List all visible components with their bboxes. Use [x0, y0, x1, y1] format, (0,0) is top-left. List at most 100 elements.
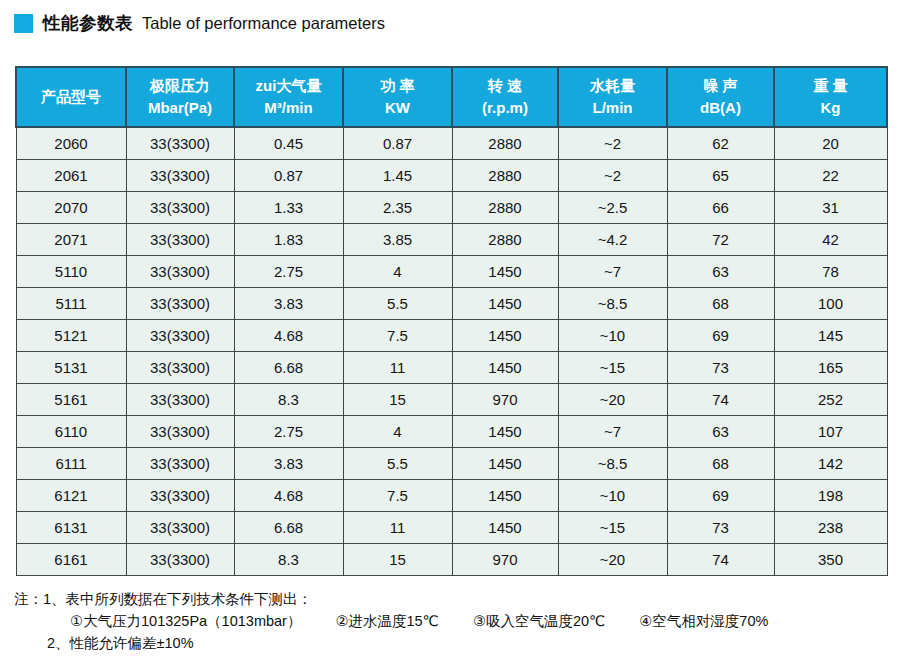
cell-model: 6110	[16, 416, 126, 448]
cell-speed: 1450	[452, 416, 558, 448]
page-title-zh: 性能参数表	[43, 11, 133, 35]
cell-noise: 62	[667, 127, 774, 160]
cell-ultimate-pressure: 33(3300)	[126, 448, 234, 480]
cell-model: 5131	[16, 352, 126, 384]
table-row: 612133(3300)4.687.51450~1069198	[16, 480, 887, 512]
cell-max-air-flow: 2.75	[234, 416, 343, 448]
col-header-water-consumption: 水耗量 L/min	[558, 67, 667, 127]
cell-water-consumption: ~10	[558, 480, 667, 512]
table-row: 206133(3300)0.871.452880~26522	[16, 160, 887, 192]
note-condition-air-temp: ③吸入空气温度20℃	[473, 613, 605, 629]
cell-noise: 63	[667, 256, 774, 288]
cell-weight: 145	[774, 320, 887, 352]
header-label-zh: 极限压力	[127, 75, 233, 97]
col-header-speed: 转 速 (r.p.m)	[452, 67, 558, 127]
header-label-unit: Mbar(Pa)	[127, 97, 233, 119]
cell-max-air-flow: 2.75	[234, 256, 343, 288]
header-label-unit: M³/min	[235, 97, 342, 119]
cell-max-air-flow: 4.68	[234, 480, 343, 512]
cell-weight: 252	[774, 384, 887, 416]
cell-weight: 42	[774, 224, 887, 256]
table-body: 206033(3300)0.450.872880~26220206133(330…	[16, 127, 887, 576]
header-row: 产品型号 极限压力 Mbar(Pa) zui大气量 M³/min 功 率 KW …	[16, 67, 887, 127]
cell-noise: 69	[667, 480, 774, 512]
col-header-product-model: 产品型号	[16, 67, 126, 127]
table-row: 611133(3300)3.835.51450~8.568142	[16, 448, 887, 480]
cell-noise: 72	[667, 224, 774, 256]
cell-max-air-flow: 6.68	[234, 352, 343, 384]
header-label-zh: 功 率	[344, 75, 451, 97]
col-header-noise: 噪 声 dB(A)	[667, 67, 774, 127]
cell-ultimate-pressure: 33(3300)	[126, 416, 234, 448]
cell-power: 11	[343, 352, 452, 384]
cell-max-air-flow: 8.3	[234, 384, 343, 416]
cell-ultimate-pressure: 33(3300)	[126, 224, 234, 256]
note-condition-humidity: ④空气相对湿度70%	[639, 613, 768, 629]
cell-speed: 2880	[452, 127, 558, 160]
cell-noise: 73	[667, 512, 774, 544]
cell-model: 5161	[16, 384, 126, 416]
cell-ultimate-pressure: 33(3300)	[126, 544, 234, 576]
cell-weight: 78	[774, 256, 887, 288]
title-bullet-icon	[14, 14, 33, 33]
note-condition-pressure: ①大气压力101325Pa（1013mbar）	[70, 613, 301, 629]
cell-water-consumption: ~2	[558, 160, 667, 192]
cell-model: 2060	[16, 127, 126, 160]
cell-model: 6161	[16, 544, 126, 576]
cell-model: 6131	[16, 512, 126, 544]
cell-noise: 65	[667, 160, 774, 192]
cell-speed: 1450	[452, 256, 558, 288]
table-row: 512133(3300)4.687.51450~1069145	[16, 320, 887, 352]
cell-model: 6121	[16, 480, 126, 512]
cell-speed: 2880	[452, 160, 558, 192]
notes: 注：1、表中所列数据在下列技术条件下测出： ①大气压力101325Pa（1013…	[14, 588, 900, 654]
cell-speed: 1450	[452, 512, 558, 544]
header-label-unit: dB(A)	[668, 97, 773, 119]
cell-power: 5.5	[343, 288, 452, 320]
cell-ultimate-pressure: 33(3300)	[126, 127, 234, 160]
note-tolerance: 2、性能允许偏差±10%	[14, 632, 900, 654]
cell-ultimate-pressure: 33(3300)	[126, 480, 234, 512]
cell-weight: 142	[774, 448, 887, 480]
header-label-zh: 重 量	[775, 75, 886, 97]
header-label-unit: L/min	[559, 97, 666, 119]
cell-ultimate-pressure: 33(3300)	[126, 384, 234, 416]
table-header: 产品型号 极限压力 Mbar(Pa) zui大气量 M³/min 功 率 KW …	[16, 67, 887, 127]
table-row: 616133(3300)8.315970~2074350	[16, 544, 887, 576]
cell-weight: 31	[774, 192, 887, 224]
cell-power: 7.5	[343, 320, 452, 352]
cell-water-consumption: ~7	[558, 416, 667, 448]
page-title-en: Table of performance parameters	[142, 14, 385, 33]
cell-water-consumption: ~20	[558, 384, 667, 416]
cell-max-air-flow: 3.83	[234, 288, 343, 320]
cell-weight: 22	[774, 160, 887, 192]
cell-speed: 1450	[452, 480, 558, 512]
table-row: 511133(3300)3.835.51450~8.568100	[16, 288, 887, 320]
cell-max-air-flow: 1.83	[234, 224, 343, 256]
cell-weight: 198	[774, 480, 887, 512]
cell-power: 1.45	[343, 160, 452, 192]
cell-ultimate-pressure: 33(3300)	[126, 512, 234, 544]
table-row: 516133(3300)8.315970~2074252	[16, 384, 887, 416]
cell-max-air-flow: 3.83	[234, 448, 343, 480]
cell-water-consumption: ~8.5	[558, 448, 667, 480]
cell-speed: 2880	[452, 224, 558, 256]
col-header-power: 功 率 KW	[343, 67, 452, 127]
col-header-weight: 重 量 Kg	[774, 67, 887, 127]
cell-water-consumption: ~2	[558, 127, 667, 160]
header-label: 产品型号	[41, 88, 101, 105]
cell-model: 2070	[16, 192, 126, 224]
header-label-zh: 转 速	[453, 75, 557, 97]
cell-ultimate-pressure: 33(3300)	[126, 256, 234, 288]
section-title: 性能参数表 Table of performance parameters	[0, 0, 900, 33]
cell-water-consumption: ~4.2	[558, 224, 667, 256]
cell-power: 11	[343, 512, 452, 544]
cell-power: 3.85	[343, 224, 452, 256]
cell-model: 5111	[16, 288, 126, 320]
table-row: 511033(3300)2.7541450~76378	[16, 256, 887, 288]
table-row: 513133(3300)6.68111450~1573165	[16, 352, 887, 384]
note-condition-water-temp: ②进水温度15℃	[335, 613, 438, 629]
performance-table: 产品型号 极限压力 Mbar(Pa) zui大气量 M³/min 功 率 KW …	[15, 66, 888, 576]
cell-speed: 1450	[452, 320, 558, 352]
cell-noise: 68	[667, 448, 774, 480]
